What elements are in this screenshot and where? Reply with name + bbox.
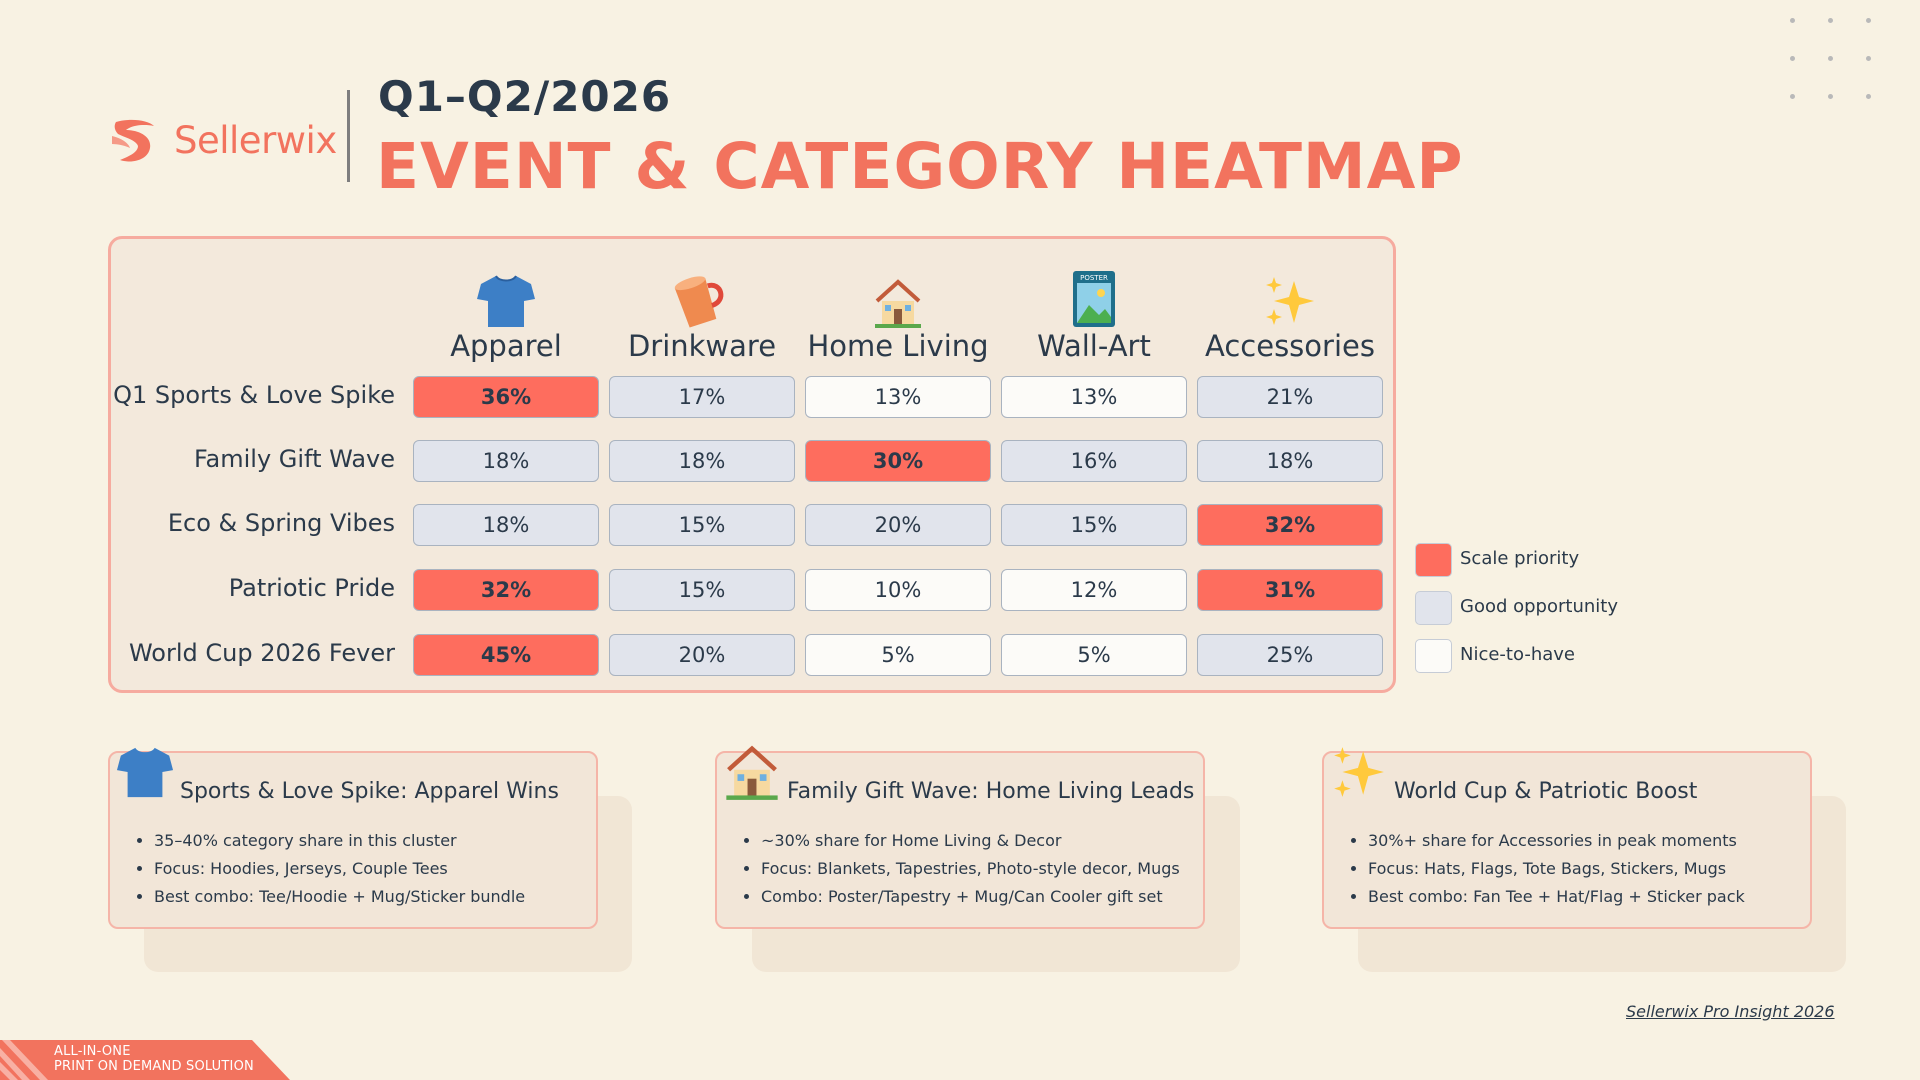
category-label-apparel: Apparel	[450, 329, 562, 363]
card-bullet: 35–40% category share in this cluster	[154, 827, 525, 855]
row-label-q1-sports: Q1 Sports & Love Spike	[113, 381, 395, 409]
heatmap-cell: 17%	[609, 376, 795, 418]
house-icon	[726, 745, 778, 800]
card-bullet: Best combo: Tee/Hoodie + Mug/Sticker bun…	[154, 883, 525, 911]
heatmap-cell: 18%	[413, 440, 599, 482]
heatmap-cell: 32%	[1197, 504, 1383, 546]
mug-icon	[674, 276, 724, 328]
row-label-world-cup: World Cup 2026 Fever	[128, 639, 395, 667]
heatmap-cell: 25%	[1197, 634, 1383, 676]
card-bullet: Focus: Hoodies, Jerseys, Couple Tees	[154, 855, 525, 883]
heatmap-cell: 45%	[413, 634, 599, 676]
card-bullet: ~30% share for Home Living & Decor	[761, 827, 1180, 855]
poster-icon: POSTER	[1073, 271, 1115, 327]
svg-text:POSTER: POSTER	[1080, 274, 1108, 282]
heatmap-cell: 5%	[1001, 634, 1187, 676]
category-label-accessories: Accessories	[1205, 329, 1375, 363]
card-bullet: Combo: Poster/Tapestry + Mug/Can Cooler …	[761, 883, 1180, 911]
banner-line-1: ALL-IN-ONE	[54, 1044, 131, 1059]
heatmap-cell: 13%	[1001, 376, 1187, 418]
row-label-family-gift: Family Gift Wave	[193, 445, 395, 473]
category-label-home-living: Home Living	[807, 329, 989, 363]
heatmap-cell: 18%	[1197, 440, 1383, 482]
tshirt-icon	[477, 275, 535, 327]
row-label-eco-spring: Eco & Spring Vibes	[167, 509, 395, 537]
legend-swatch-scale	[1415, 543, 1452, 577]
wall-art-column-icon: POSTER	[1001, 261, 1187, 329]
apparel-column-icon	[413, 261, 599, 329]
heatmap-cell: 18%	[413, 504, 599, 546]
legend-swatch-good	[1415, 591, 1452, 625]
heatmap-cell: 21%	[1197, 376, 1383, 418]
drinkware-column-icon	[609, 261, 795, 329]
card-bullets: 30%+ share for Accessories in peak momen…	[1348, 827, 1745, 911]
heatmap-cell: 18%	[609, 440, 795, 482]
heatmap-cell: 30%	[805, 440, 991, 482]
card-title: Sports & Love Spike: Apparel Wins	[180, 779, 559, 804]
heatmap-panel: POSTER Apparel Drinkware Home Living Wal…	[108, 236, 1396, 693]
header-divider	[347, 90, 350, 182]
card-title: World Cup & Patriotic Boost	[1394, 779, 1698, 804]
heatmap-cell: 36%	[413, 376, 599, 418]
card-bullet: Best combo: Fan Tee + Hat/Flag + Sticker…	[1368, 883, 1745, 911]
heatmap-cell: 13%	[805, 376, 991, 418]
sellerwix-logo-icon	[112, 119, 154, 162]
category-label-drinkware: Drinkware	[627, 329, 777, 363]
insight-card-apparel: Sports & Love Spike: Apparel Wins 35–40%…	[108, 747, 598, 929]
legend-label-nice: Nice-to-have	[1460, 644, 1575, 665]
sparkles-icon	[1334, 747, 1384, 797]
card-bullet: 30%+ share for Accessories in peak momen…	[1368, 827, 1745, 855]
category-label-wall-art: Wall-Art	[1037, 329, 1151, 363]
page-title: EVENT & CATEGORY HEATMAP	[376, 130, 1464, 203]
legend-label-good: Good opportunity	[1460, 596, 1618, 617]
decorative-dots	[1790, 18, 1890, 108]
house-icon	[875, 279, 921, 328]
card-bullets: 35–40% category share in this cluster Fo…	[134, 827, 525, 911]
brand-name: Sellerwix	[174, 118, 337, 162]
insight-card-world-cup: World Cup & Patriotic Boost 30%+ share f…	[1322, 747, 1812, 929]
footer-banner-text: ALL-IN-ONE PRINT ON DEMAND SOLUTION	[54, 1044, 254, 1074]
heatmap-cell: 16%	[1001, 440, 1187, 482]
tshirt-icon	[116, 747, 174, 798]
heatmap-cell: 31%	[1197, 569, 1383, 611]
legend-swatch-nice	[1415, 639, 1452, 673]
brand-logo: Sellerwix	[108, 112, 337, 168]
card-bullets: ~30% share for Home Living & Decor Focus…	[741, 827, 1180, 911]
footer-banner	[0, 1040, 290, 1080]
heatmap-cell: 20%	[609, 634, 795, 676]
heatmap-cell: 10%	[805, 569, 991, 611]
period-title: Q1–Q2/2026	[378, 72, 672, 121]
heatmap-cell: 20%	[805, 504, 991, 546]
legend-label-scale: Scale priority	[1460, 548, 1580, 569]
card-bullet: Focus: Hats, Flags, Tote Bags, Stickers,…	[1368, 855, 1745, 883]
heatmap-cell: 15%	[609, 504, 795, 546]
row-label-patriotic: Patriotic Pride	[228, 574, 395, 602]
footer-credit-link[interactable]: Sellerwix Pro Insight 2026	[1626, 1002, 1835, 1021]
heatmap-cell: 12%	[1001, 569, 1187, 611]
accessories-column-icon	[1197, 261, 1383, 329]
card-title: Family Gift Wave: Home Living Leads	[787, 779, 1195, 804]
sparkles-icon	[1266, 277, 1314, 325]
banner-line-2: PRINT ON DEMAND SOLUTION	[54, 1059, 254, 1074]
insight-card-home-living: Family Gift Wave: Home Living Leads ~30%…	[715, 745, 1205, 929]
heatmap-cell: 15%	[1001, 504, 1187, 546]
heatmap-cell: 15%	[609, 569, 795, 611]
card-bullet: Focus: Blankets, Tapestries, Photo-style…	[761, 855, 1180, 883]
home-living-column-icon	[805, 261, 991, 329]
heatmap-cell: 5%	[805, 634, 991, 676]
heatmap-cell: 32%	[413, 569, 599, 611]
